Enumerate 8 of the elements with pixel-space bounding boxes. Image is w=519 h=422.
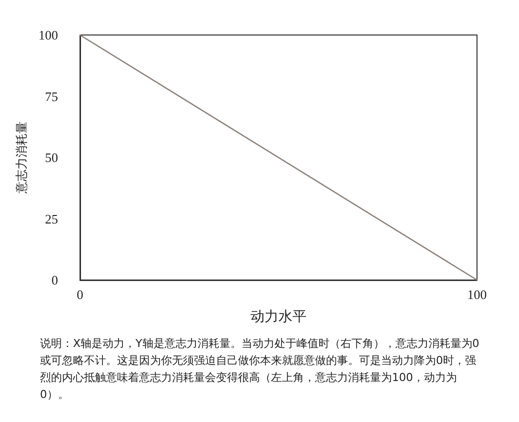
y-tick-label: 0 [52,272,58,288]
y-tick-label: 25 [45,211,58,226]
text: 说明：X轴是动力，Y轴是意志力消耗量。当动力处于峰值时（右下角），意志力消耗量为0或可忽略不计。这是因为你无须强迫自己做你本来就愿意做的事。可是当动力降为0时，强烈的内心抵触意味着意志力消耗量会变得很高（左上角，意志力消耗量为100，动力为0）。 [40,336,480,403]
y-tick-label: 75 [45,88,58,104]
y-axis-title: 意志力消耗量 [14,122,29,194]
y-tick-label: 50 [45,150,58,165]
x-axis-title: 动力水平 [250,309,306,325]
y-tick-label: 100 [38,28,58,42]
